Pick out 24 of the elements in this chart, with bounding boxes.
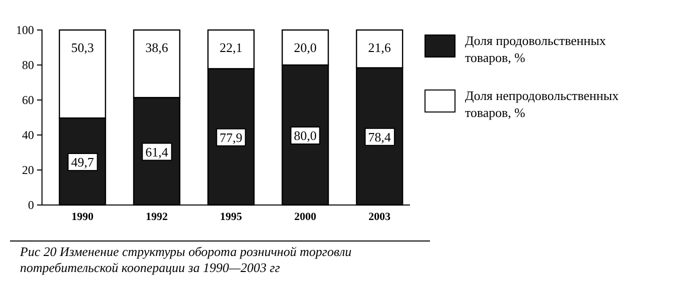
x-tick-label: 1995 (220, 211, 242, 224)
data-label: 78,4 (368, 129, 392, 144)
data-label: 80,0 (294, 128, 317, 143)
data-label: 61,4 (145, 144, 169, 160)
legend-label: Доля продовольственных товаров, % (465, 33, 606, 65)
data-label: 21,6 (368, 40, 392, 55)
y-tick-label: 80 (22, 58, 34, 72)
y-tick-label: 20 (22, 162, 34, 177)
data-label: 20,0 (294, 40, 317, 55)
x-tick-label: 2000 (294, 211, 317, 224)
y-tick-label: 60 (22, 92, 34, 107)
text: Рис 20 Изменение структуры оборота розничной торговли потребительской кооперации за 1990—2003 гг (19, 244, 352, 275)
x-tick-label: 1992 (146, 211, 168, 224)
legend-label: Доля непродовольственных товаров, % (465, 88, 620, 120)
data-label: 38,6 (145, 40, 169, 55)
x-tick-label: 1990 (71, 211, 94, 224)
x-tick-label: 2003 (368, 211, 392, 224)
y-tick-label: 0 (28, 198, 34, 212)
data-label: 50,3 (71, 40, 94, 55)
data-label: 49,7 (71, 154, 94, 170)
y-tick-label: 40 (22, 128, 34, 142)
y-tick-label: 100 (16, 22, 34, 37)
data-label: 22,1 (220, 40, 242, 55)
data-label: 77,9 (220, 130, 242, 145)
